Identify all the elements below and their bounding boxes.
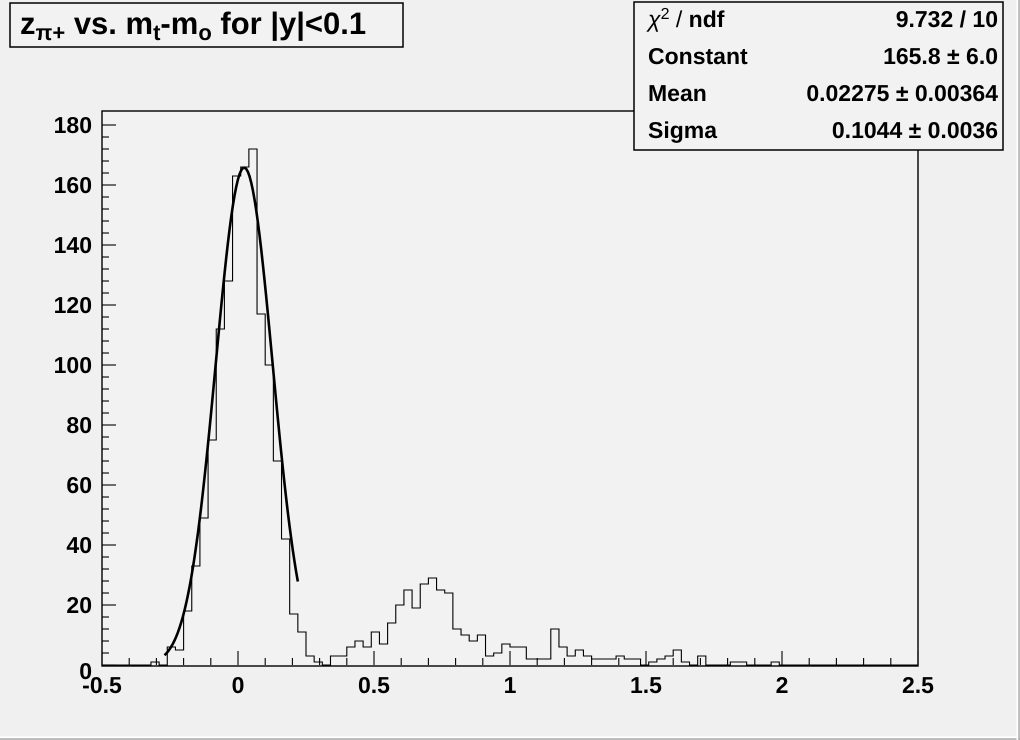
svg-text:1.5: 1.5 xyxy=(630,672,662,698)
svg-text:0: 0 xyxy=(79,658,92,684)
svg-text:20: 20 xyxy=(66,592,92,618)
svg-text:Mean: Mean xyxy=(648,80,707,106)
svg-text:165.8 ± 6.0: 165.8 ± 6.0 xyxy=(883,43,998,69)
svg-text:140: 140 xyxy=(54,232,92,258)
svg-text:Sigma: Sigma xyxy=(648,117,717,143)
svg-text:0.1044 ± 0.0036: 0.1044 ± 0.0036 xyxy=(832,117,998,143)
svg-text:zπ+ vs. mt-mo for |y|<0.1: zπ+ vs. mt-mo for |y|<0.1 xyxy=(20,6,366,45)
svg-text:180: 180 xyxy=(54,112,92,138)
svg-text:1: 1 xyxy=(504,672,517,698)
svg-text:2.5: 2.5 xyxy=(902,672,934,698)
svg-text:9.732 / 10: 9.732 / 10 xyxy=(896,6,998,32)
svg-text:120: 120 xyxy=(54,292,92,318)
svg-text:2: 2 xyxy=(776,672,789,698)
svg-text:0.5: 0.5 xyxy=(358,672,390,698)
svg-text:100: 100 xyxy=(54,352,92,378)
svg-text:Constant: Constant xyxy=(648,43,748,69)
svg-text:160: 160 xyxy=(54,172,92,198)
svg-text:0: 0 xyxy=(232,672,245,698)
svg-text:80: 80 xyxy=(66,412,92,438)
svg-text:60: 60 xyxy=(66,472,92,498)
svg-text:0.02275 ± 0.00364: 0.02275 ± 0.00364 xyxy=(806,80,998,106)
svg-text:χ2 / ndf: χ2 / ndf xyxy=(646,6,725,32)
svg-text:40: 40 xyxy=(66,532,92,558)
